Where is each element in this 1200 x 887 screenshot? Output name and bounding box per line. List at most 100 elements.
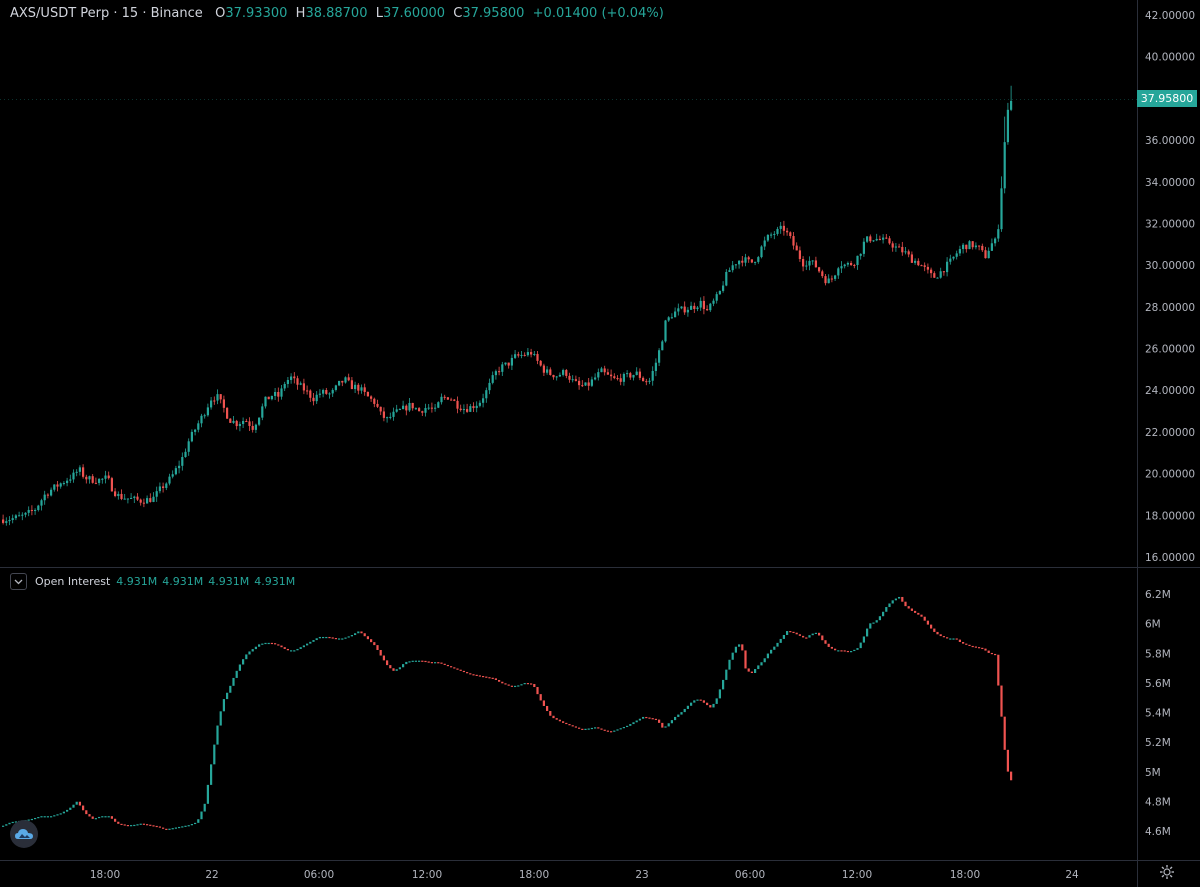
oi-bar [750,671,753,673]
candle-body [446,397,449,400]
oi-tick-label: 4.6M [1145,826,1171,838]
indicator-title[interactable]: Open Interest [35,575,111,588]
oi-bar [664,726,667,728]
candle-body [405,405,408,411]
candle-body [165,483,168,488]
oi-bar [658,719,661,723]
candle-body [862,241,865,254]
oi-bar [530,683,533,685]
candle-body [437,402,440,408]
candle-body [139,499,142,503]
oi-bar [398,667,401,670]
candle-body [101,478,104,480]
candle-body [882,237,885,240]
candle-body [344,377,347,383]
candle-body [414,408,417,410]
oi-bar [782,634,785,639]
candle-body [306,390,309,392]
oi-bar [453,667,456,669]
candle-body [213,400,216,402]
oi-bar [830,646,833,649]
candle-body [270,395,273,400]
oi-bar [34,817,37,820]
cloud-logo-icon[interactable] [10,820,38,848]
oi-bar [914,610,917,613]
candle-body [354,384,357,390]
candle-body [581,385,584,387]
last-price-tag[interactable]: 37.95800 [1137,90,1197,107]
candle-body [869,236,872,242]
candle-body [517,354,520,356]
time-tick-label: 18:00 [90,869,120,881]
price-tick-label: 26.00000 [1145,344,1195,356]
candle-body [914,260,917,263]
oi-bar [958,639,961,642]
candle-body [258,417,261,425]
candle-body [786,230,789,233]
chevron-down-icon[interactable] [10,573,27,590]
gear-icon[interactable] [1159,864,1175,880]
oi-bar [219,711,222,726]
candle-body [478,402,481,406]
oi-bar [514,685,517,688]
candle-body [130,497,133,499]
candle-body [210,400,213,408]
candle-body [504,362,507,365]
oi-bar [677,714,680,717]
candle-body [952,256,955,259]
candle-body [286,379,289,384]
candle-body [440,396,443,403]
candle-body [699,300,702,308]
candle-body [290,376,293,380]
indicator-value-1: 4.931M [116,575,158,588]
candle-body [802,258,805,267]
candle-body [421,411,424,413]
candle-body [152,496,155,502]
candle-body [184,451,187,458]
oi-bar [174,827,177,829]
oi-bar [834,648,837,651]
candle-body [978,245,981,247]
oi-bar [130,825,133,827]
oi-bar [603,729,606,731]
candle-body [94,482,97,484]
candle-body [891,243,894,248]
candle-body [539,360,542,366]
candle-body [1000,188,1003,230]
oi-bar [142,823,145,825]
oi-bar [600,728,603,730]
oi-bar [872,622,875,624]
oi-bar [526,683,529,685]
oi-tick-label: 5.2M [1145,737,1171,749]
candle-body [11,518,14,520]
candle-body [498,371,501,373]
candle-body [312,397,315,402]
candle-body [578,380,581,386]
oi-bar [315,638,318,641]
oi-bar [821,635,824,641]
symbol-title[interactable]: AXS/USDT Perp · 15 · Binance [10,6,203,21]
oi-bar [731,652,734,660]
oi-bar [328,636,331,639]
oi-bar [645,716,648,719]
oi-bar [606,730,609,732]
oi-bar [126,825,129,827]
oi-bar [200,811,203,820]
price-tick-label: 42.00000 [1145,10,1195,22]
oi-bar [574,726,577,728]
oi-bar [158,826,161,828]
candle-body [904,251,907,253]
oi-bar [757,665,760,670]
oi-bar [488,677,491,679]
oi-bar [904,601,907,607]
candle-body [222,399,225,408]
candle-body [654,362,657,371]
oi-bar [718,689,721,699]
oi-bar [901,596,904,602]
oi-bar [648,717,651,719]
candle-body [619,378,622,382]
candle-body [322,390,325,394]
candle-body [466,409,469,412]
open-value: 37.93300 [225,6,288,21]
